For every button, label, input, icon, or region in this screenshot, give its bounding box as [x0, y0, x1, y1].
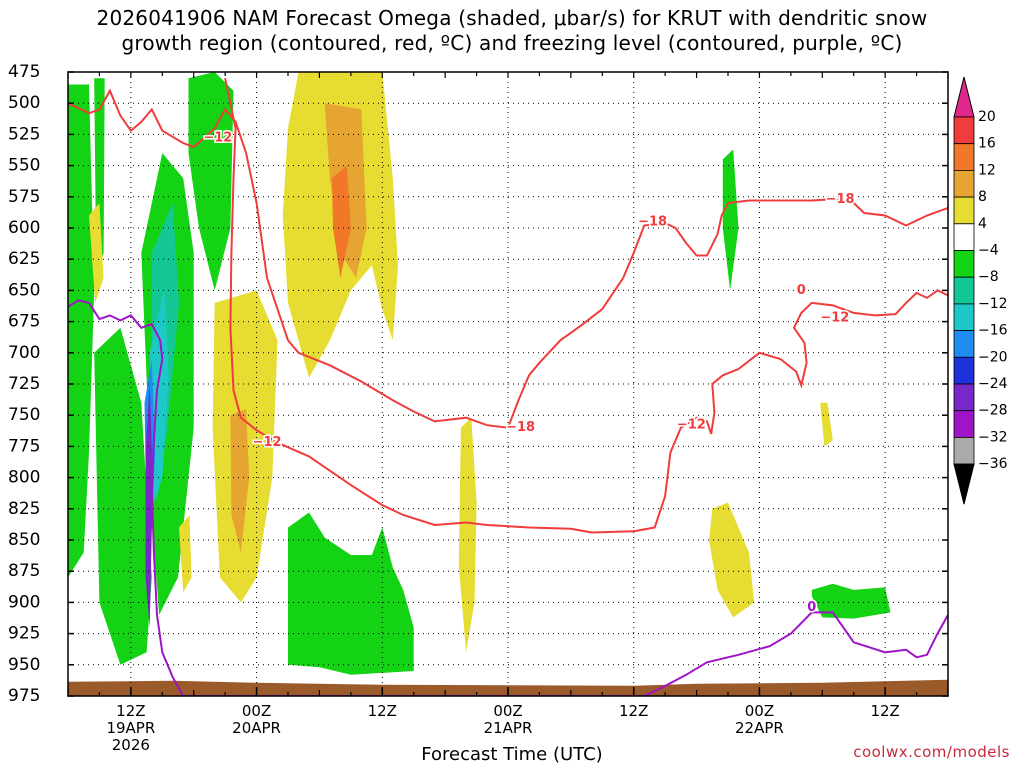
- colorbar-label: −32: [978, 429, 1008, 445]
- colorbar-segment: [953, 250, 975, 278]
- omega-shade-region: [288, 512, 414, 675]
- omega-shade-region: [68, 84, 95, 578]
- freezing-level-contour: [68, 299, 948, 696]
- omega-shade-region: [230, 409, 250, 553]
- y-tick-label: 725: [8, 374, 40, 394]
- colorbar-label: −36: [978, 456, 1008, 472]
- colorbar-label: 4: [978, 216, 987, 232]
- y-tick-label: 900: [8, 592, 40, 612]
- y-tick-label: 500: [8, 93, 40, 113]
- omega-shade-region: [145, 384, 153, 628]
- dsgz-contour-label: −18: [638, 214, 667, 229]
- omega-shade-region: [820, 402, 833, 447]
- dsgz-contour-label: −12: [203, 131, 232, 146]
- dsgz-contour-label: −12: [820, 310, 849, 325]
- x-tick-label: 12Z: [619, 702, 648, 720]
- x-tick-label: 19APR: [106, 719, 155, 737]
- omega-shade-region: [458, 417, 477, 653]
- colorbar-label: 12: [978, 162, 996, 178]
- colorbar-label: −8: [978, 269, 999, 285]
- y-tick-label: 850: [8, 530, 40, 550]
- colorbar-label: −24: [978, 376, 1008, 392]
- y-tick-label: 775: [8, 436, 40, 456]
- colorbar-top-triangle: [953, 76, 975, 118]
- chart-title-line2: growth region (contoured, red, ºC) and f…: [121, 31, 903, 55]
- colorbar-label: −4: [978, 243, 999, 259]
- y-tick-label: 975: [8, 686, 40, 706]
- colorbar-segment: [953, 169, 975, 198]
- y-tick-label: 625: [8, 249, 40, 269]
- colorbar-segment: [953, 356, 975, 385]
- y-tick-label: 800: [8, 468, 40, 488]
- colorbar-segment: [953, 383, 975, 412]
- colorbar-label: −16: [978, 323, 1008, 339]
- y-tick-label: 825: [8, 499, 40, 519]
- chart-title-line1: 2026041906 NAM Forecast Omega (shaded, μ…: [96, 6, 928, 30]
- colorbar-label: −28: [978, 403, 1008, 419]
- colorbar-segment: [953, 330, 975, 358]
- x-tick-label: 12Z: [116, 702, 145, 720]
- colorbar-segment: [953, 143, 975, 171]
- colorbar: 20 16 12 8 4 −4 −8 −12 −16 −20 −24 −28 −32 −36: [953, 76, 1008, 505]
- dsgz-contour-upper: [68, 88, 948, 429]
- y-tick-label: 675: [8, 312, 40, 332]
- x-tick-label: 22APR: [735, 719, 784, 737]
- dsgz-contour-label: 0: [797, 283, 806, 298]
- y-tick-label: 750: [8, 405, 40, 425]
- colorbar-segment: [953, 276, 975, 305]
- y-tick-label: 950: [8, 655, 40, 675]
- colorbar-bottom-triangle: [953, 463, 975, 505]
- plot-area: −12 −12 −18 −18 −12 −18 −12 0 0 475 500 525 550 575 60…: [8, 62, 949, 754]
- colorbar-segment: [953, 196, 975, 225]
- x-tick-label: 20APR: [232, 719, 281, 737]
- x-tick-label: 00Z: [242, 702, 271, 720]
- plot-inner: [68, 72, 948, 696]
- credit-text: coolwx.com/models: [853, 743, 1010, 761]
- colorbar-segment: [953, 223, 975, 251]
- colorbar-segment: [953, 436, 975, 465]
- dsgz-contour-label: −18: [826, 192, 855, 207]
- x-tick-label: 00Z: [493, 702, 522, 720]
- omega-shade-region: [188, 72, 234, 291]
- y-tick-label: 600: [8, 218, 40, 238]
- colorbar-label: 8: [978, 189, 987, 205]
- colorbar-segment: [953, 303, 975, 331]
- dsgz-contour-lower: [224, 77, 948, 534]
- y-tick-label: 925: [8, 624, 40, 644]
- colorbar-segment: [953, 410, 975, 438]
- omega-shade-region: [89, 203, 104, 303]
- omega-shade-region: [94, 327, 152, 665]
- colorbar-segment: [953, 116, 975, 145]
- y-tick-label: 650: [8, 280, 40, 300]
- y-tick-label: 875: [8, 561, 40, 581]
- omega-shade-region: [179, 515, 192, 593]
- freezing-contour-label: 0: [807, 600, 816, 615]
- x-tick-label: 12Z: [368, 702, 397, 720]
- colorbar-label: −20: [978, 349, 1008, 365]
- colorbar-label: 16: [978, 136, 996, 152]
- x-axis-label: Forecast Time (UTC): [421, 744, 603, 765]
- colorbar-label: −12: [978, 296, 1008, 312]
- dsgz-contour-label: −18: [506, 420, 535, 435]
- y-tick-label: 550: [8, 156, 40, 176]
- omega-shade-region: [332, 165, 351, 278]
- dsgz-contour-label: −12: [677, 418, 706, 433]
- x-tick-label: 00Z: [745, 702, 774, 720]
- omega-shade-region: [722, 149, 739, 291]
- dsgz-contour-label: −12: [253, 435, 282, 450]
- x-tick-label: 12Z: [870, 702, 899, 720]
- y-tick-label: 700: [8, 343, 40, 363]
- y-tick-label: 575: [8, 187, 40, 207]
- colorbar-label: 20: [978, 109, 996, 125]
- y-tick-label: 475: [8, 62, 40, 82]
- x-tick-label: 2026: [112, 736, 150, 754]
- omega-shade-region: [709, 502, 755, 618]
- y-tick-label: 525: [8, 124, 40, 144]
- omega-shade-region: [811, 583, 891, 619]
- x-tick-label: 21APR: [484, 719, 533, 737]
